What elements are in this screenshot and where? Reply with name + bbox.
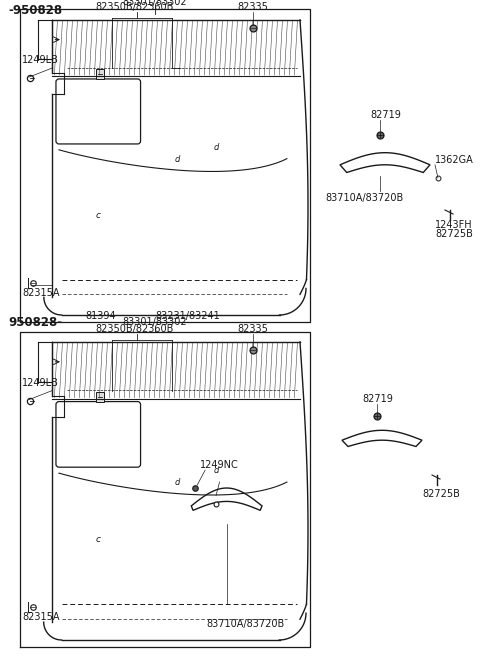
Text: 1249NC: 1249NC bbox=[200, 460, 239, 470]
Bar bbox=[96, 69, 104, 79]
Bar bbox=[96, 392, 104, 401]
Text: d: d bbox=[214, 466, 219, 475]
Text: d: d bbox=[214, 143, 219, 152]
Text: 82725B: 82725B bbox=[422, 489, 460, 499]
Text: 1249LB: 1249LB bbox=[22, 378, 59, 388]
Text: 81394: 81394 bbox=[85, 311, 116, 321]
Text: c: c bbox=[96, 211, 101, 219]
Text: 82725B: 82725B bbox=[435, 229, 473, 239]
Text: 1243FH: 1243FH bbox=[435, 220, 473, 230]
Text: d: d bbox=[174, 154, 180, 164]
Text: 83231/83241: 83231/83241 bbox=[155, 311, 220, 321]
Text: 82719: 82719 bbox=[362, 394, 393, 404]
Text: 82335: 82335 bbox=[238, 324, 269, 334]
Text: 82315A: 82315A bbox=[22, 288, 60, 298]
Text: 82350B/82360B: 82350B/82360B bbox=[95, 2, 173, 12]
Text: -950828: -950828 bbox=[8, 4, 62, 17]
Text: 83301/83302: 83301/83302 bbox=[123, 0, 187, 7]
Text: 1362GA: 1362GA bbox=[435, 156, 474, 166]
Text: 82315A: 82315A bbox=[22, 612, 60, 622]
Text: 83710A/83720B: 83710A/83720B bbox=[206, 619, 285, 629]
Text: 1249LB: 1249LB bbox=[22, 55, 59, 65]
Text: 83301/83302: 83301/83302 bbox=[123, 317, 187, 327]
Text: 950828-: 950828- bbox=[8, 316, 62, 329]
Text: 82335: 82335 bbox=[238, 2, 269, 12]
Text: 82350B/82360B: 82350B/82360B bbox=[95, 324, 173, 334]
Text: 82719: 82719 bbox=[370, 110, 401, 120]
Text: c: c bbox=[96, 535, 101, 543]
Text: d: d bbox=[174, 478, 180, 487]
Text: 83710A/83720B: 83710A/83720B bbox=[325, 193, 403, 204]
